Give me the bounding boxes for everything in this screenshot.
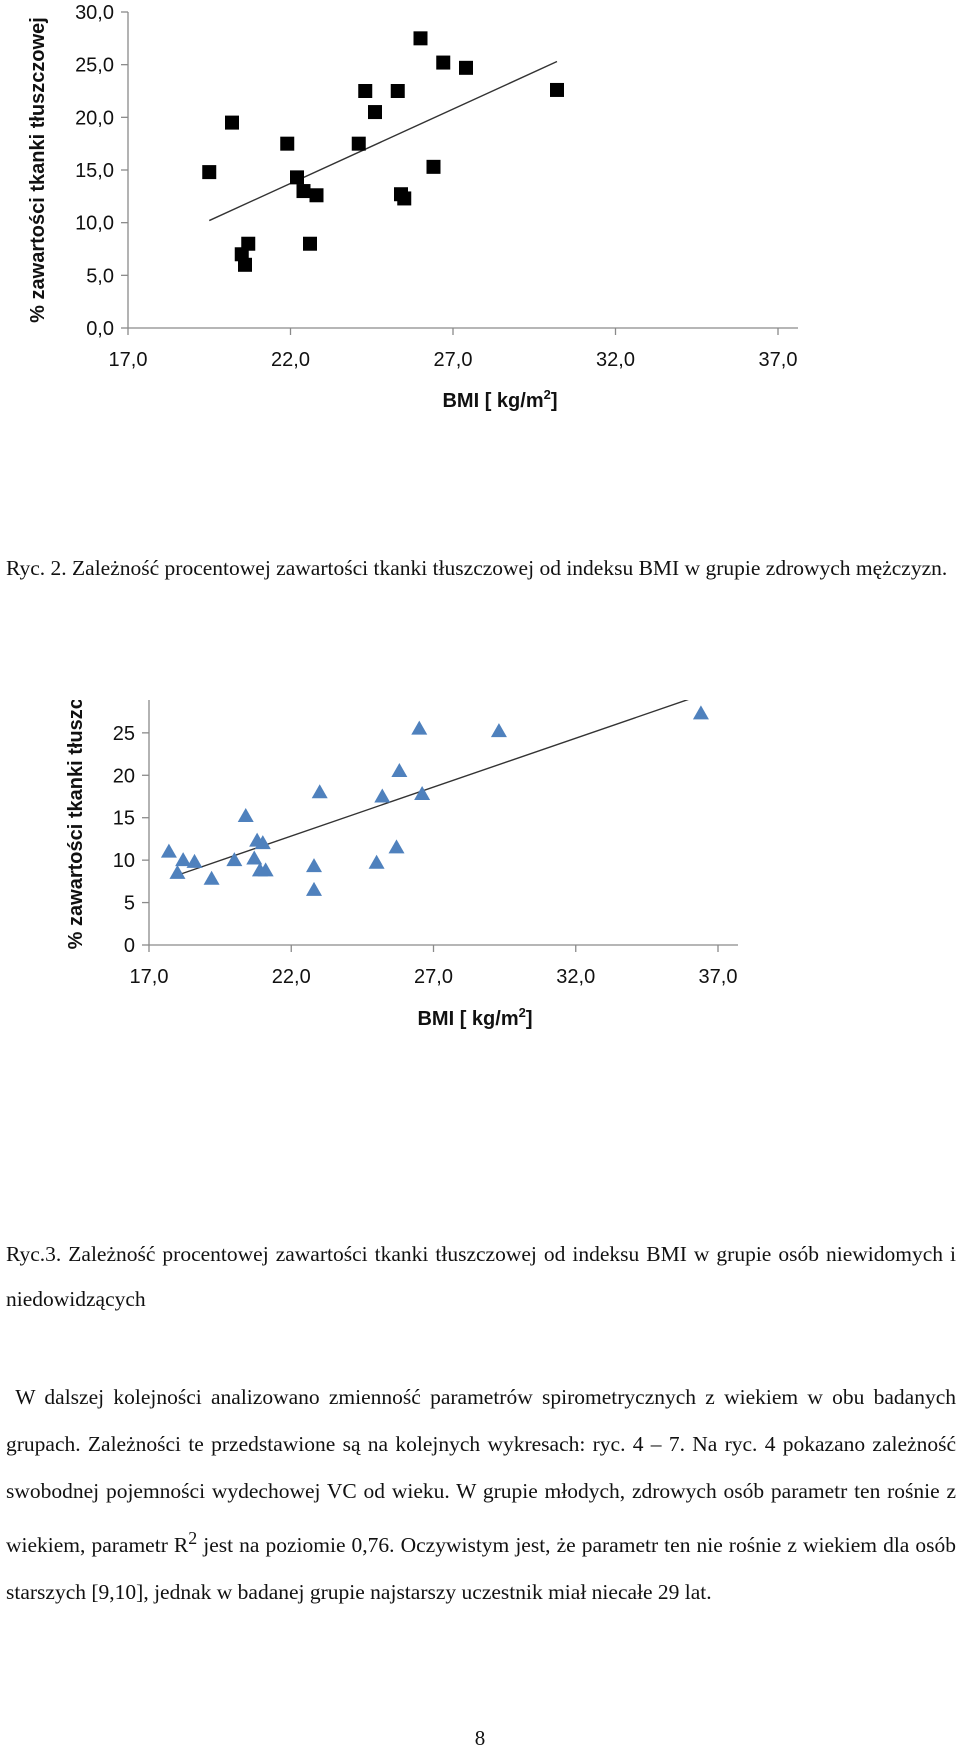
figure-2-caption: Ryc. 2. Zależność procentowej zawartości… bbox=[6, 556, 948, 580]
data-point bbox=[186, 853, 203, 868]
y-tick-label: 0 bbox=[124, 935, 135, 957]
r-squared-superscript: 2 bbox=[188, 1528, 198, 1548]
data-point bbox=[160, 843, 177, 858]
data-point bbox=[303, 236, 317, 251]
data-point bbox=[226, 852, 243, 867]
data-point bbox=[306, 881, 323, 896]
data-point bbox=[368, 105, 382, 120]
page-number: 8 bbox=[474, 1726, 486, 1750]
data-point bbox=[257, 862, 274, 877]
x-tick-label: 22,0 bbox=[272, 966, 311, 988]
y-axis-title: % zawartości tkanki tłuszczowej bbox=[65, 700, 87, 949]
data-point bbox=[413, 31, 428, 46]
data-point bbox=[368, 854, 385, 869]
data-point bbox=[203, 870, 220, 885]
data-point bbox=[175, 852, 192, 867]
paragraph-part-2: jest na poziomie 0,76. Oczywistym jest, … bbox=[6, 1533, 956, 1605]
trendline bbox=[208, 60, 558, 222]
data-point bbox=[241, 236, 256, 251]
y-tick-label: 15 bbox=[113, 808, 135, 830]
data-point bbox=[309, 188, 324, 203]
data-point bbox=[290, 170, 304, 185]
data-point bbox=[397, 191, 412, 206]
y-tick-label: 15,0 bbox=[75, 160, 114, 182]
data-point bbox=[234, 247, 249, 262]
y-tick-label: 25,0 bbox=[75, 55, 114, 77]
x-axis-title: BMI [ kg/m2] bbox=[417, 1005, 532, 1030]
y-tick-label: 30,0 bbox=[75, 2, 114, 24]
data-point bbox=[411, 720, 428, 735]
paragraph-text: W dalszej kolejności analizowano zmienno… bbox=[6, 1374, 956, 1616]
data-point bbox=[169, 864, 186, 879]
x-axis-title-superscript: 2 bbox=[544, 387, 551, 402]
data-point bbox=[280, 136, 295, 151]
data-point bbox=[459, 60, 473, 75]
x-tick-label: 22,0 bbox=[271, 349, 310, 371]
data-point bbox=[237, 808, 254, 823]
figure-3-caption: Ryc.3. Zależność procentowej zawartości … bbox=[6, 1242, 956, 1311]
x-tick-label: 17,0 bbox=[109, 349, 148, 371]
data-point bbox=[390, 84, 405, 98]
y-tick-label: 10 bbox=[113, 850, 135, 872]
x-axis-title-main: BMI [ kg/m bbox=[417, 1008, 518, 1030]
x-tick-label: 37,0 bbox=[699, 966, 738, 988]
x-axis-title-superscript: 2 bbox=[519, 1005, 526, 1020]
y-tick-label: 25 bbox=[113, 723, 135, 745]
data-point bbox=[306, 858, 323, 873]
data-point bbox=[550, 82, 564, 97]
data-point bbox=[296, 184, 311, 199]
data-point bbox=[374, 788, 391, 803]
data-point bbox=[225, 115, 239, 130]
data-point bbox=[426, 159, 441, 174]
y-tick-label: 20 bbox=[113, 765, 135, 787]
data-point bbox=[388, 839, 405, 854]
y-tick-label: 0,0 bbox=[86, 318, 114, 340]
x-axis-title: BMI [ kg/m2] bbox=[442, 387, 557, 412]
x-tick-label: 37,0 bbox=[759, 349, 798, 371]
data-point bbox=[246, 850, 263, 865]
data-point bbox=[414, 785, 431, 800]
data-point bbox=[202, 165, 217, 180]
body-paragraph: W dalszej kolejności analizowano zmienno… bbox=[6, 1374, 956, 1616]
paragraph-part-1: W dalszej kolejności analizowano zmienno… bbox=[6, 1385, 957, 1558]
y-tick-label: 20,0 bbox=[75, 107, 114, 129]
y-tick-label: 10,0 bbox=[75, 213, 114, 235]
data-point bbox=[311, 784, 328, 799]
data-point bbox=[490, 723, 507, 738]
x-tick-label: 27,0 bbox=[414, 966, 453, 988]
data-point bbox=[358, 84, 373, 98]
y-tick-label: 30 bbox=[113, 700, 135, 702]
y-tick-label: 5,0 bbox=[86, 265, 114, 287]
data-point bbox=[238, 257, 252, 272]
data-point bbox=[254, 835, 271, 850]
x-tick-label: 32,0 bbox=[596, 349, 635, 371]
data-point bbox=[391, 763, 408, 778]
chart-bmi-healthy-men: 0,0 5,0 10,0 15,0 20,0 25,0 30,0 17,0 22,0 27,0 32… bbox=[27, 2, 798, 412]
chart-bmi-visually-impaired: 0510152025303517,022,027,032,037,0% zawa… bbox=[65, 700, 738, 1030]
x-tick-label: 27,0 bbox=[434, 349, 473, 371]
trendline bbox=[171, 700, 689, 878]
y-axis-title: % zawartości tkanki tłuszczowej bbox=[27, 17, 49, 323]
x-axis-title-tail: ] bbox=[526, 1008, 533, 1030]
x-axis-title-tail: ] bbox=[551, 390, 558, 412]
data-point bbox=[351, 136, 366, 151]
x-tick-label: 32,0 bbox=[556, 966, 595, 988]
x-axis-title-main: BMI [ kg/m bbox=[442, 390, 543, 412]
data-point bbox=[692, 705, 709, 720]
data-point bbox=[436, 55, 451, 70]
y-tick-label: 5 bbox=[124, 893, 135, 915]
x-tick-label: 17,0 bbox=[130, 966, 169, 988]
